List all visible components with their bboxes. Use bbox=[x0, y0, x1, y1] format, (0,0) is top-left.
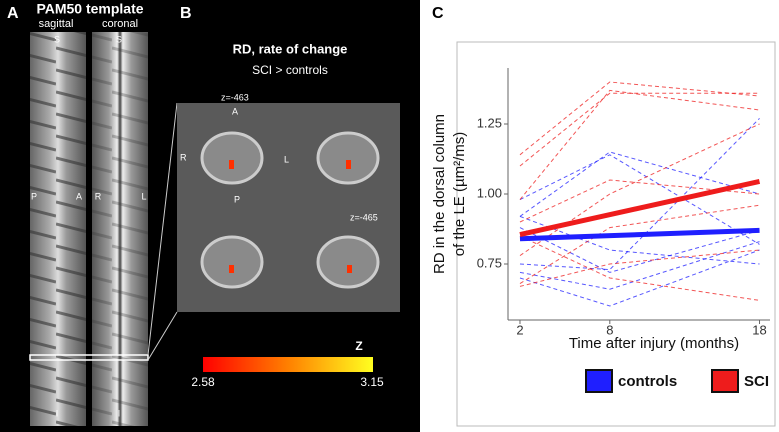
legend-label: SCI bbox=[744, 373, 769, 390]
subject-line bbox=[519, 249, 760, 287]
orientation-label: L bbox=[141, 191, 146, 201]
subject-line bbox=[519, 151, 760, 217]
subject-line bbox=[519, 227, 760, 273]
subject-line bbox=[519, 81, 760, 156]
colorbar-label: Z bbox=[355, 339, 362, 353]
orientation-label: I bbox=[56, 408, 59, 418]
subject-line bbox=[519, 204, 760, 285]
orientation-label: R bbox=[95, 191, 102, 201]
view-label: coronal bbox=[102, 18, 138, 30]
orientation-label: A bbox=[232, 106, 238, 116]
subject-line bbox=[519, 235, 760, 301]
orientation-label: L bbox=[284, 154, 289, 164]
y-tick-label: 1.25 bbox=[477, 115, 502, 130]
legend-swatch bbox=[585, 369, 613, 393]
orientation-label: R bbox=[180, 152, 187, 162]
coronal-texture bbox=[92, 32, 148, 426]
colorbar-max: 3.15 bbox=[360, 375, 384, 389]
y-axis-label: of the LE (µm²/ms) bbox=[451, 132, 468, 257]
zoom-line bbox=[147, 311, 178, 361]
subject-line bbox=[519, 92, 760, 167]
zoom-line bbox=[147, 102, 178, 356]
subject-line bbox=[519, 118, 760, 271]
legend-label: controls bbox=[618, 373, 677, 390]
axial-slices bbox=[200, 131, 380, 289]
slice-box bbox=[29, 354, 149, 361]
slice-label: z=-463 bbox=[221, 92, 249, 102]
x-tick-label: 18 bbox=[752, 322, 766, 337]
x-tick-label: 2 bbox=[516, 322, 523, 337]
mean-line bbox=[519, 178, 761, 238]
orientation-label: P bbox=[31, 191, 37, 201]
subject-line bbox=[519, 123, 760, 257]
y-tick-label: 1.00 bbox=[477, 185, 502, 200]
chart-frame bbox=[456, 41, 776, 427]
orientation-label: I bbox=[118, 408, 121, 418]
subject-line bbox=[519, 249, 760, 307]
subject-line bbox=[519, 179, 760, 223]
subject-line bbox=[519, 241, 760, 290]
colorbar-min: 2.58 bbox=[191, 375, 215, 389]
slice-label: z=-465 bbox=[350, 212, 378, 222]
orientation-label: A bbox=[76, 191, 82, 201]
colorbar bbox=[203, 357, 373, 372]
sagittal-texture bbox=[30, 32, 86, 426]
panel-letter: C bbox=[432, 5, 444, 22]
y-tick-label: 0.75 bbox=[477, 255, 502, 270]
x-tick-label: 8 bbox=[606, 322, 613, 337]
panel-subtitle: SCI > controls bbox=[252, 63, 328, 77]
orientation-label: P bbox=[234, 194, 240, 204]
panel-letter: A bbox=[7, 5, 19, 22]
y-axis-label: RD in the dorsal column bbox=[431, 114, 448, 274]
orientation-label: S bbox=[54, 34, 60, 44]
subject-line bbox=[519, 154, 760, 245]
mean-line bbox=[519, 227, 760, 242]
panel-title: PAM50 template bbox=[36, 1, 143, 17]
view-label: sagittal bbox=[39, 18, 74, 30]
panel-title: RD, rate of change bbox=[233, 41, 348, 56]
panel-letter: B bbox=[180, 5, 192, 22]
x-axis-label: Time after injury (months) bbox=[569, 335, 739, 352]
legend-swatch bbox=[711, 369, 739, 393]
subject-line bbox=[519, 89, 760, 200]
orientation-label: S bbox=[116, 34, 122, 44]
